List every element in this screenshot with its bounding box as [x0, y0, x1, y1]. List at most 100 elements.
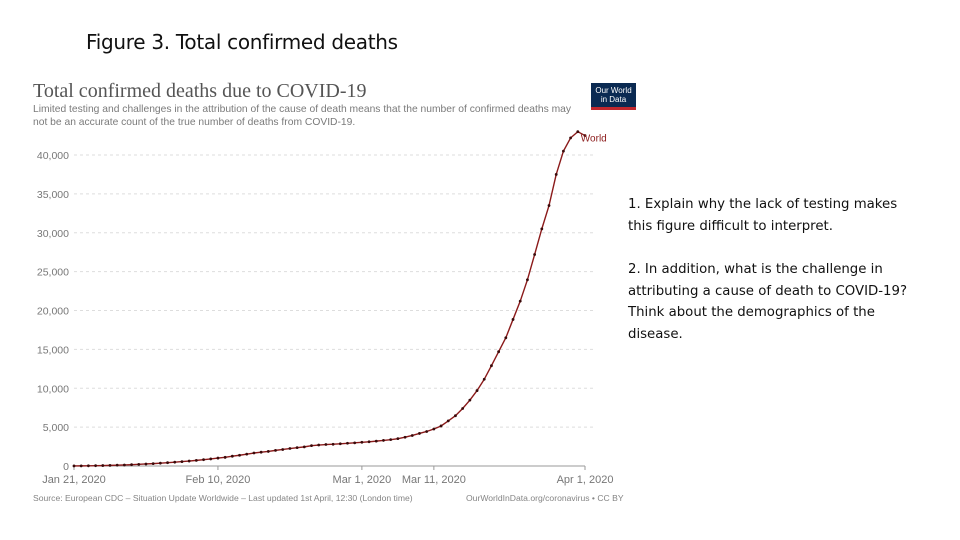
data-point — [295, 446, 299, 450]
data-point — [331, 442, 335, 446]
questions: 1. Explain why the lack of testing makes… — [628, 194, 910, 367]
data-point — [468, 398, 472, 402]
data-point — [425, 430, 429, 433]
logo-line-1: Our World — [595, 86, 632, 95]
data-point — [374, 439, 378, 443]
data-point — [266, 450, 270, 453]
chart-subtitle: Limited testing and challenges in the at… — [33, 104, 572, 128]
data-point — [389, 438, 393, 442]
question-1: 1. Explain why the lack of testing makes… — [628, 197, 898, 234]
data-point — [583, 134, 587, 137]
series-line-world — [73, 130, 586, 467]
data-point — [454, 414, 457, 418]
data-point — [238, 453, 241, 457]
y-tick-label: 15,000 — [37, 344, 69, 356]
y-tick-label: 20,000 — [37, 306, 69, 318]
data-point — [144, 462, 148, 466]
data-point — [367, 440, 371, 444]
data-point — [518, 299, 522, 303]
y-tick-label: 0 — [63, 461, 69, 473]
data-point — [158, 461, 162, 465]
data-point — [360, 440, 364, 444]
data-point — [353, 441, 357, 445]
data-point — [259, 450, 263, 454]
data-point — [504, 336, 508, 340]
y-tick-label: 35,000 — [37, 189, 69, 201]
data-point — [101, 464, 105, 467]
y-tick-label: 5,000 — [43, 422, 69, 434]
data-point — [115, 463, 119, 467]
x-tick-label: Feb 10, 2020 — [186, 474, 251, 486]
data-point — [202, 458, 205, 462]
data-point — [418, 432, 421, 435]
data-point — [562, 149, 565, 153]
data-point — [547, 204, 551, 207]
data-point — [396, 437, 400, 441]
data-point — [151, 462, 155, 466]
data-point — [245, 452, 249, 456]
data-point — [403, 435, 407, 439]
data-point — [317, 443, 321, 447]
x-tick-label: Mar 11, 2020 — [402, 474, 466, 486]
data-point — [439, 424, 443, 428]
data-point — [137, 462, 141, 466]
x-tick-label: Apr 1, 2020 — [557, 474, 614, 486]
data-point — [490, 364, 493, 368]
data-point — [346, 441, 349, 445]
data-point — [302, 445, 306, 449]
data-point — [482, 377, 486, 381]
data-point — [209, 457, 213, 461]
data-point — [497, 350, 501, 354]
data-point — [324, 443, 328, 446]
y-tick-label: 40,000 — [37, 150, 69, 162]
data-point — [130, 463, 133, 467]
data-point — [187, 459, 191, 463]
slide-title: Figure 3. Total confirmed deaths — [86, 30, 398, 54]
data-point — [86, 464, 90, 468]
data-point — [432, 427, 436, 431]
data-point — [526, 278, 529, 282]
data-point — [554, 173, 558, 176]
data-point — [288, 447, 292, 450]
data-point — [475, 389, 479, 392]
y-tick-label: 25,000 — [37, 267, 69, 279]
data-point — [230, 454, 234, 458]
series-label: World — [581, 134, 607, 145]
y-tick-label: 10,000 — [37, 383, 69, 395]
data-point — [446, 419, 450, 423]
data-point — [281, 448, 285, 451]
data-point — [310, 444, 313, 448]
data-point — [194, 458, 198, 462]
data-point — [223, 455, 227, 459]
data-point — [569, 136, 573, 140]
data-point — [338, 442, 342, 446]
data-point — [576, 130, 580, 134]
data-point — [79, 464, 83, 468]
owid-logo: Our World in Data — [591, 83, 636, 110]
data-point — [382, 439, 385, 442]
y-tick-label: 30,000 — [37, 228, 69, 240]
data-point — [180, 460, 184, 464]
data-point — [216, 456, 220, 460]
chart-attribution: OurWorldInData.org/coronavirus • CC BY — [466, 493, 624, 503]
data-point — [533, 253, 537, 256]
logo-line-2: in Data — [600, 95, 627, 104]
data-point — [108, 463, 112, 467]
data-point — [461, 407, 465, 410]
chart-source: Source: European CDC – Situation Update … — [33, 493, 413, 503]
chart-title: Total confirmed deaths due to COVID-19 — [33, 80, 367, 102]
x-tick-label: Jan 21, 2020 — [42, 474, 106, 486]
data-point — [540, 227, 544, 231]
data-point — [274, 448, 277, 452]
data-point — [166, 461, 169, 465]
data-point — [72, 464, 76, 468]
x-tick-label: Mar 1, 2020 — [333, 474, 392, 486]
data-point — [94, 464, 97, 468]
data-point — [410, 434, 414, 437]
data-point — [511, 318, 515, 321]
data-point — [252, 451, 256, 455]
data-point — [173, 460, 177, 464]
data-point — [122, 463, 126, 467]
question-2: 2. In addition, what is the challenge in… — [628, 262, 908, 342]
